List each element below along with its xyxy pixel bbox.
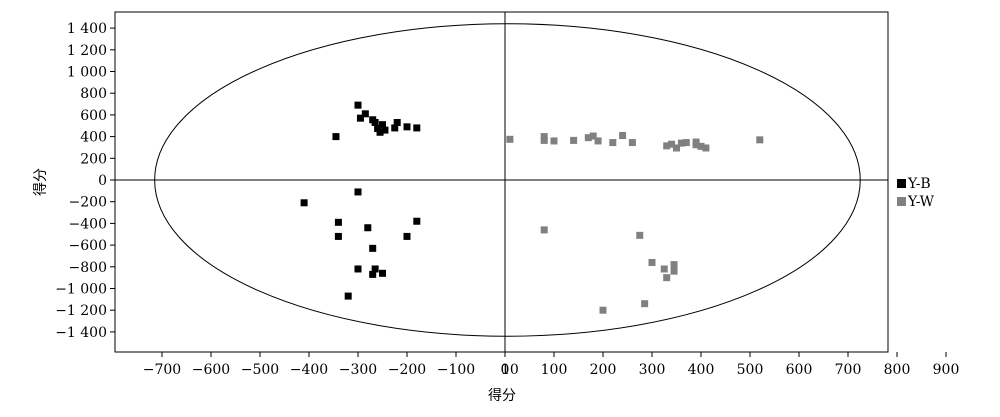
x-tick-label: 400 <box>688 362 715 378</box>
point-y-w <box>594 137 602 145</box>
point-y-w <box>702 144 710 152</box>
x-tick-label: 100 <box>541 362 568 378</box>
y-tick-label: −600 <box>69 238 107 254</box>
point-y-w <box>540 226 548 234</box>
point-y-b <box>364 224 372 232</box>
point-y-b <box>334 232 342 240</box>
y-tick-label: 1 400 <box>67 21 107 37</box>
x-tick-label: −300 <box>339 362 377 378</box>
legend-label: Y-B <box>907 176 931 192</box>
x-tick-label: −500 <box>241 362 279 378</box>
x-tick-label: 0 <box>501 362 510 378</box>
point-y-w <box>589 132 597 140</box>
point-y-b <box>371 118 379 126</box>
x-tick-label: 10 <box>501 362 519 378</box>
point-y-b <box>381 126 389 134</box>
y-tick-label: 1 200 <box>67 43 107 59</box>
y-tick-label: −1 000 <box>55 282 107 298</box>
point-y-b <box>354 188 362 196</box>
y-axis-title: 得分 <box>32 168 49 196</box>
point-y-b <box>403 123 411 131</box>
point-y-w <box>609 139 617 147</box>
point-y-b <box>334 218 342 226</box>
point-y-b <box>379 269 386 277</box>
point-y-w <box>660 265 668 273</box>
x-tick-label: 700 <box>835 362 862 378</box>
point-y-w <box>619 132 627 140</box>
x-tick-label: 200 <box>590 362 617 378</box>
point-y-b <box>376 128 384 136</box>
legend-swatch <box>897 197 906 206</box>
y-tick-label: 200 <box>80 151 107 167</box>
point-y-w <box>540 136 548 144</box>
point-y-b <box>356 114 364 122</box>
point-y-w <box>756 136 764 144</box>
y-tick-label: 800 <box>80 86 107 102</box>
point-y-b <box>413 124 421 132</box>
x-tick-label: −400 <box>290 362 328 378</box>
point-y-w <box>663 274 671 282</box>
point-y-w <box>628 139 636 147</box>
point-y-w <box>584 134 592 142</box>
plot-frame <box>114 11 889 353</box>
x-axis-title: 得分 <box>488 387 516 404</box>
point-y-w <box>570 136 578 144</box>
y-tick-label: 600 <box>80 108 107 124</box>
point-y-w <box>668 140 676 148</box>
point-y-b <box>393 118 401 126</box>
x-tick-label: 300 <box>639 362 666 378</box>
point-y-w <box>692 138 700 146</box>
x-tick-label: −700 <box>143 362 181 378</box>
point-y-b <box>391 124 399 132</box>
x-tick-label: 900 <box>933 362 960 378</box>
point-y-w <box>682 139 690 147</box>
y-tick-label: 0 <box>98 173 107 189</box>
x-tick-label: 500 <box>737 362 764 378</box>
point-y-b <box>332 133 340 141</box>
point-y-b <box>361 110 369 118</box>
point-y-b <box>413 217 421 225</box>
point-y-w <box>697 142 705 150</box>
point-y-w <box>599 306 607 314</box>
legend: Y-B Y-W <box>897 176 935 210</box>
point-y-w <box>670 261 678 269</box>
point-y-w <box>540 133 548 141</box>
y-tick-label: −1 200 <box>55 303 107 319</box>
point-y-w <box>673 144 680 152</box>
y-tick-label: −1 400 <box>55 325 107 341</box>
y-tick-label: 1 000 <box>67 65 107 81</box>
point-y-w <box>641 300 649 308</box>
y-tick-label: 400 <box>80 130 107 146</box>
point-y-b <box>354 265 362 273</box>
point-y-w <box>506 135 514 143</box>
x-tick-label: 800 <box>884 362 911 378</box>
x-tick-label: −100 <box>437 362 475 378</box>
y-tick-label: −200 <box>69 195 107 211</box>
point-y-b <box>379 121 386 129</box>
point-y-b <box>374 124 382 132</box>
point-y-b <box>354 101 362 109</box>
point-y-b <box>344 292 352 300</box>
point-y-w <box>670 267 678 275</box>
point-y-b <box>403 232 411 240</box>
y-tick-label: −400 <box>69 216 107 232</box>
x-tick-label: 600 <box>786 362 813 378</box>
point-y-w <box>550 137 558 145</box>
point-y-w <box>648 258 656 266</box>
y-tick-label: −800 <box>69 260 107 276</box>
x-tick-label: −200 <box>388 362 426 378</box>
point-y-b <box>369 244 377 252</box>
point-y-b <box>371 265 379 273</box>
legend-label: Y-W <box>907 194 935 210</box>
x-tick-label: −600 <box>192 362 230 378</box>
legend-swatch <box>897 179 906 188</box>
point-y-w <box>677 139 685 147</box>
point-y-b <box>369 270 377 278</box>
point-y-w <box>636 231 644 239</box>
point-y-b <box>300 199 308 207</box>
point-y-w <box>663 142 671 150</box>
